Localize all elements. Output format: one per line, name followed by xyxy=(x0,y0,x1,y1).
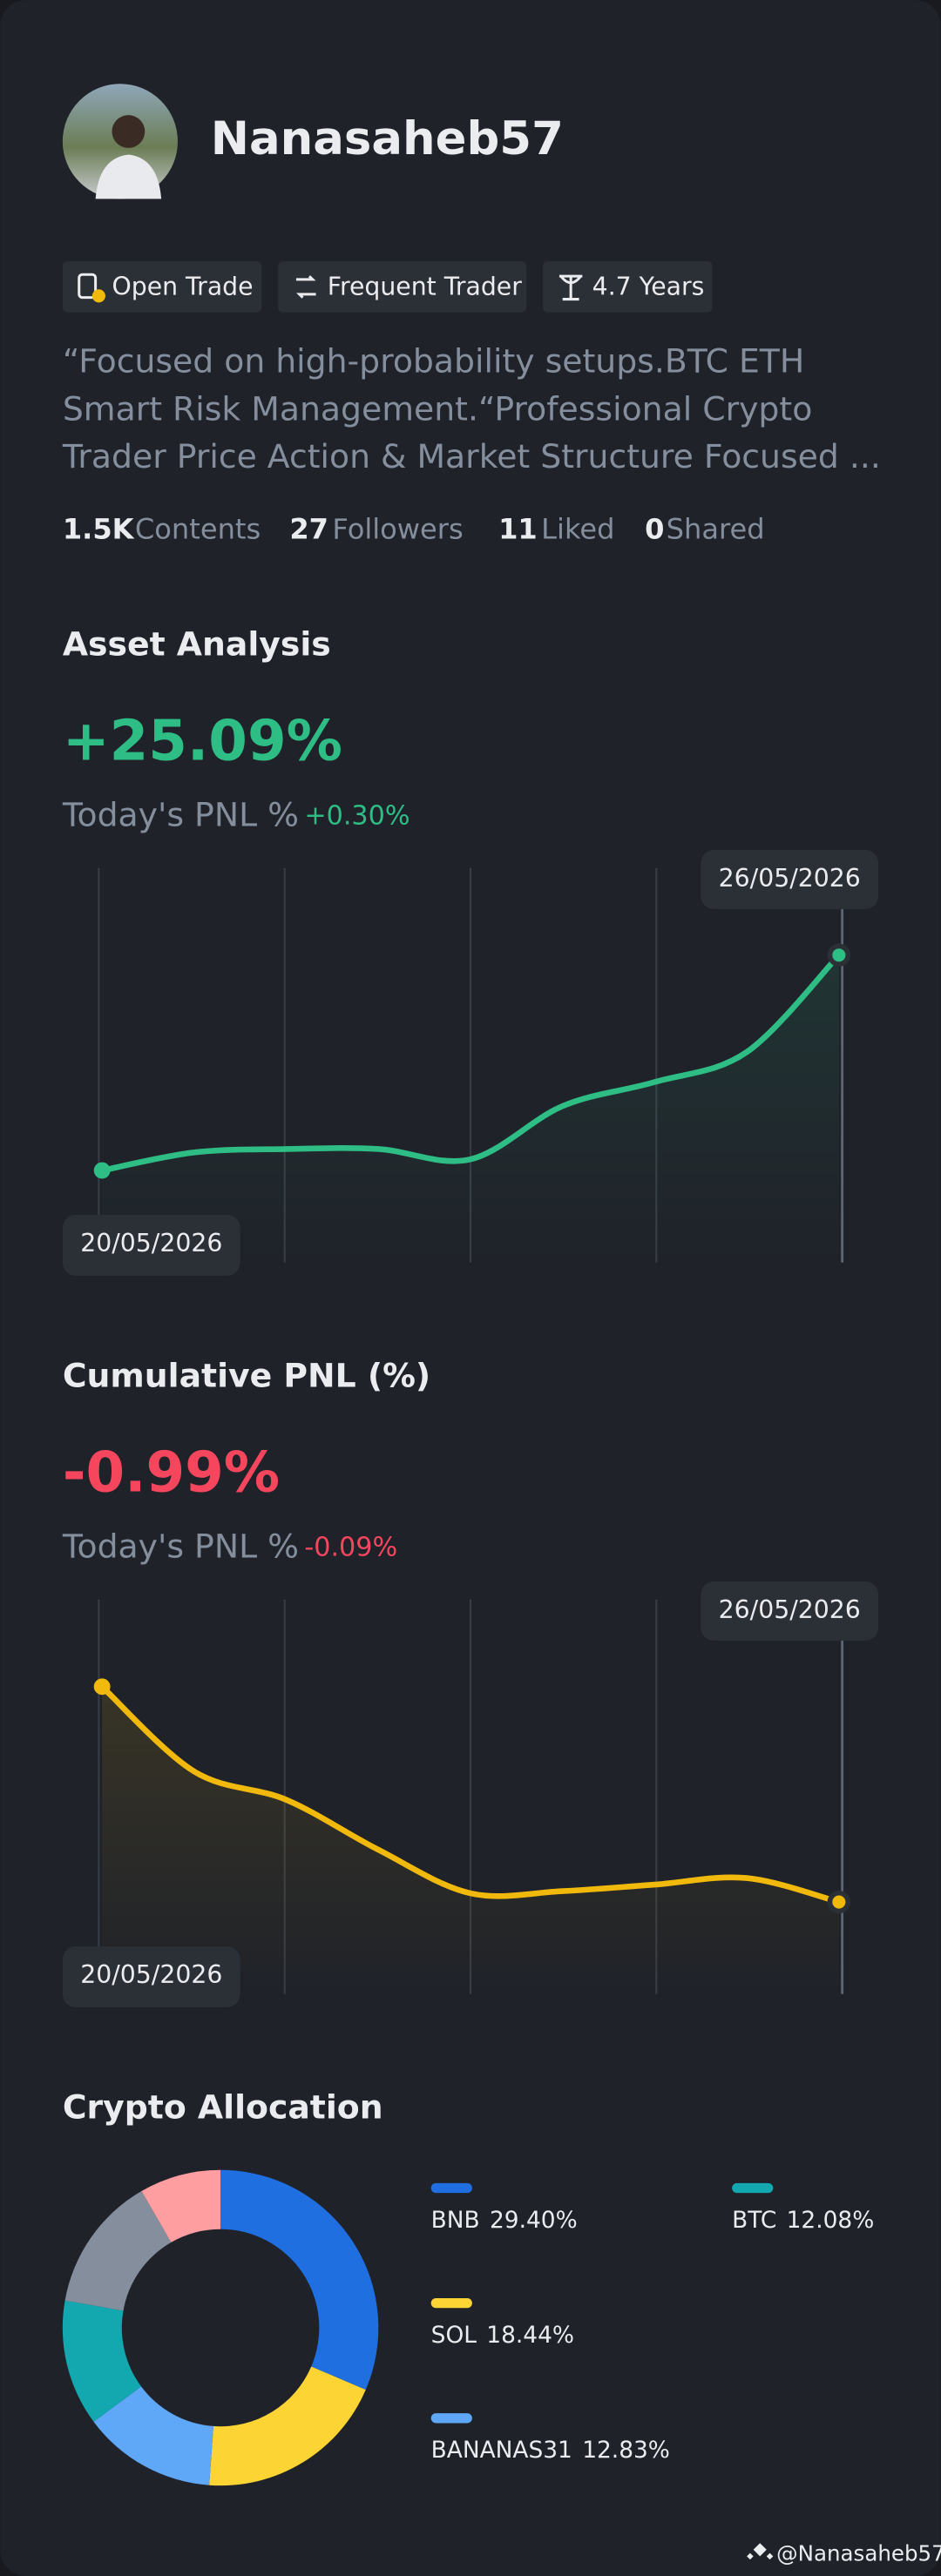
pnl-change: +0.30% xyxy=(304,801,410,832)
tag xyxy=(543,261,713,313)
stat-label: Followers xyxy=(332,513,463,546)
end-dot-core xyxy=(832,948,846,962)
donut-slice xyxy=(93,2386,213,2485)
legend-value: 12.83% xyxy=(582,2437,670,2464)
date-tooltip xyxy=(701,849,879,909)
area xyxy=(102,1686,839,1994)
donut-slice xyxy=(209,2366,366,2486)
tags: Open Trade Frequent Trader 4.7 Years xyxy=(62,261,713,313)
donut-slice xyxy=(141,2169,221,2242)
avatar-face xyxy=(112,115,146,148)
date-tooltip xyxy=(62,1214,240,1276)
start-dot xyxy=(93,1678,111,1696)
pnl-change: -0.09% xyxy=(304,1533,397,1563)
avatar-body xyxy=(95,154,162,199)
tag-icon xyxy=(559,274,583,301)
start-dot xyxy=(93,1162,111,1179)
username: Nanasaheb57 xyxy=(211,112,564,165)
line xyxy=(101,953,842,1174)
area xyxy=(102,954,839,1263)
watermark: @Nanasaheb57 xyxy=(776,2540,941,2566)
tag-label: Open Trade xyxy=(112,272,253,300)
pnl-label: Today's PNL % xyxy=(62,1527,299,1566)
legend-label: BANANAS31 xyxy=(431,2437,572,2464)
bio: “Focused on high-probability setups.BTC … xyxy=(62,342,881,475)
end-date: 26/05/2026 xyxy=(719,864,861,893)
section-title: Asset Analysis xyxy=(63,624,331,663)
legend-swatch xyxy=(430,2297,472,2309)
watermark-logo xyxy=(747,2543,774,2560)
charts: Asset Analysis+25.09%Today's PNL % +0.30%… xyxy=(62,624,879,2486)
bio-line: Smart Risk Management.“Professional Cryp… xyxy=(63,389,812,428)
legend-label: SOL xyxy=(431,2322,477,2349)
end-date: 26/05/2026 xyxy=(719,1595,861,1624)
date-tooltip xyxy=(62,1946,240,2007)
pnl-label: Today's PNL % xyxy=(62,796,299,834)
date-tooltip xyxy=(701,1581,879,1641)
stat-value: 27 xyxy=(289,513,328,546)
stat-label: Contents xyxy=(135,513,261,546)
section-title: Cumulative PNL (%) xyxy=(63,1356,430,1394)
tag-icon xyxy=(295,275,316,299)
donut-slice xyxy=(62,2300,142,2422)
stat-label: Liked xyxy=(541,513,614,546)
tag-label: 4.7 Years xyxy=(592,272,705,300)
tag xyxy=(62,261,262,313)
legend-swatch xyxy=(430,2182,472,2194)
legend-value: 12.08% xyxy=(787,2207,875,2234)
legend-label: BNB xyxy=(431,2207,480,2234)
legend-value: 29.40% xyxy=(490,2207,578,2234)
tag xyxy=(278,261,527,313)
tag-icon xyxy=(78,273,98,300)
tag-icon xyxy=(91,289,105,303)
bio-line: “Focused on high-probability setups.BTC … xyxy=(63,342,804,381)
stat-value: 1.5K xyxy=(63,513,135,546)
tag-label: Frequent Trader xyxy=(328,272,522,300)
end-dot-core xyxy=(832,1895,846,1909)
headline-value: -0.99% xyxy=(63,1440,280,1506)
legend-value: 18.44% xyxy=(486,2322,574,2349)
donut-slice xyxy=(220,2169,379,2391)
start-date: 20/05/2026 xyxy=(80,1960,222,1989)
legend-swatch xyxy=(732,2182,774,2194)
bio-line: Trader Price Action & Market Structure F… xyxy=(62,437,881,475)
line xyxy=(99,1684,840,1905)
donut-slice xyxy=(64,2191,172,2311)
stat-label: Shared xyxy=(667,513,765,546)
legend-label: BTC xyxy=(732,2207,776,2234)
legend-swatch xyxy=(430,2413,472,2424)
stat-value: 11 xyxy=(498,513,538,546)
headline-value: +25.09% xyxy=(63,709,342,774)
start-date: 20/05/2026 xyxy=(80,1229,222,1258)
stats: 1.5K Contents 27 Followers 11 Liked 0 Shared xyxy=(63,513,765,546)
stat-value: 0 xyxy=(645,513,664,546)
section-title: Crypto Allocation xyxy=(63,2087,383,2126)
